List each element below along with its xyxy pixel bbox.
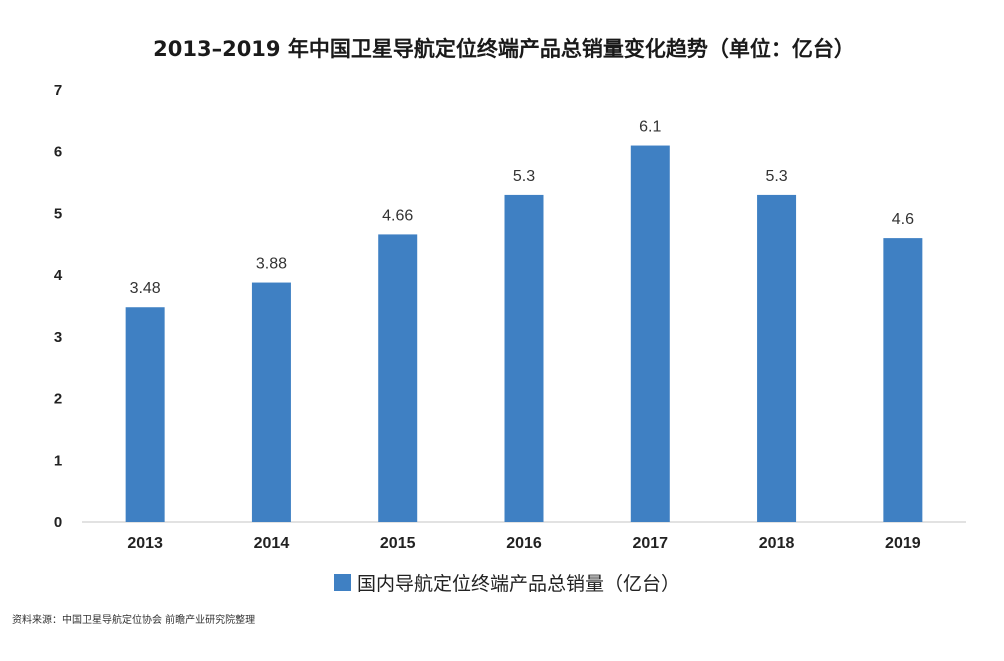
y-tick-label: 0 bbox=[54, 514, 62, 531]
y-axis-ticks: 0 1 2 3 4 5 6 7 bbox=[54, 82, 63, 531]
x-tick-label-2019: 2019 bbox=[885, 535, 921, 552]
data-label-2015: 4.66 bbox=[382, 207, 413, 224]
x-tick-label-2018: 2018 bbox=[759, 535, 795, 552]
bar-2014 bbox=[251, 282, 291, 522]
y-tick-label: 4 bbox=[54, 267, 63, 284]
x-tick-label-2016: 2016 bbox=[506, 535, 542, 552]
x-axis-ticks: 2013 2014 2015 2016 2017 2018 2019 bbox=[127, 535, 920, 552]
source-note: 资料来源：中国卫星导航定位协会 前瞻产业研究院整理 bbox=[12, 613, 255, 626]
y-tick-label: 3 bbox=[54, 329, 62, 346]
bar-series bbox=[125, 145, 923, 523]
data-label-2018: 5.3 bbox=[765, 168, 787, 185]
data-label-2019: 4.6 bbox=[892, 211, 914, 228]
bar-2017 bbox=[630, 145, 670, 523]
y-tick-label: 7 bbox=[54, 82, 62, 99]
x-tick-label-2015: 2015 bbox=[380, 535, 416, 552]
data-label-2013: 3.48 bbox=[130, 280, 161, 297]
y-tick-label: 6 bbox=[54, 144, 62, 161]
bar-2018 bbox=[757, 194, 797, 522]
bar-2016 bbox=[504, 194, 544, 522]
legend: 国内导航定位终端产品总销量（亿台） bbox=[334, 573, 680, 595]
y-tick-label: 5 bbox=[54, 205, 62, 222]
y-tick-label: 1 bbox=[54, 452, 62, 469]
data-labels: 3.48 3.88 4.66 5.3 6.1 5.3 4.6 bbox=[130, 119, 915, 298]
chart-title: 2013–2019 年中国卫星导航定位终端产品总销量变化趋势（单位：亿台） bbox=[153, 37, 855, 61]
x-tick-label-2013: 2013 bbox=[127, 535, 163, 552]
data-label-2016: 5.3 bbox=[513, 168, 535, 185]
x-tick-label-2017: 2017 bbox=[632, 535, 668, 552]
bar-2019 bbox=[883, 238, 923, 522]
data-label-2017: 6.1 bbox=[639, 119, 661, 136]
data-label-2014: 3.88 bbox=[256, 256, 287, 273]
bar-2015 bbox=[378, 234, 418, 522]
legend-label: 国内导航定位终端产品总销量（亿台） bbox=[357, 573, 680, 595]
bar-2013 bbox=[125, 307, 165, 522]
y-tick-label: 2 bbox=[54, 391, 62, 408]
legend-swatch bbox=[334, 574, 351, 591]
x-tick-label-2014: 2014 bbox=[254, 535, 290, 552]
